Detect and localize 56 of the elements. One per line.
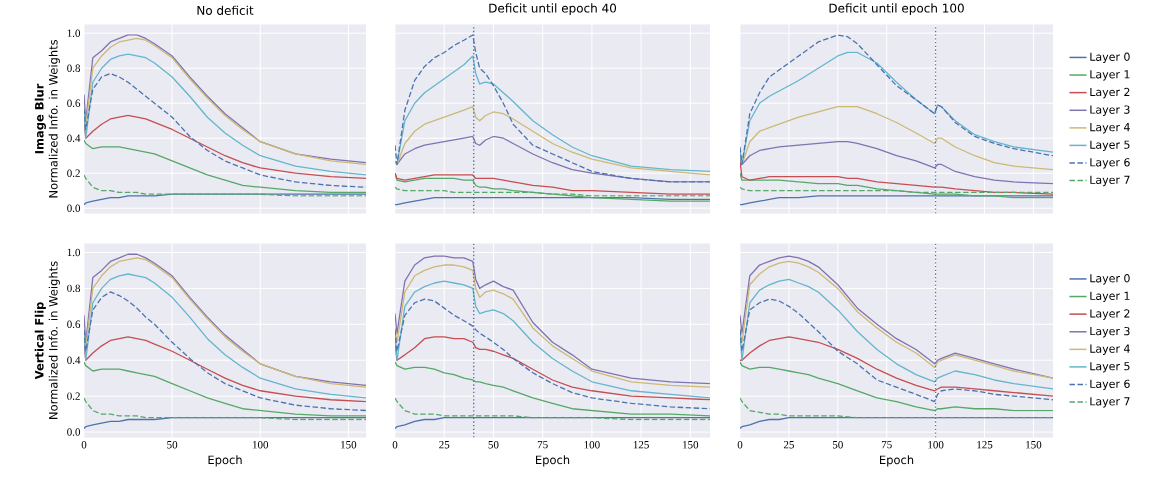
legend-label: Layer 0 xyxy=(1090,52,1130,63)
y-tick-label: 0.0 xyxy=(67,204,81,212)
x-tick-label: 25 xyxy=(783,440,794,449)
y-tick-label: 0.4 xyxy=(67,134,81,142)
x-tick-label: 50 xyxy=(832,440,843,449)
x-tick-label: 150 xyxy=(1026,440,1042,449)
y-tick-label: 0.8 xyxy=(67,64,81,72)
x-tick-label: 75 xyxy=(881,440,892,449)
y-tick-label: 0.6 xyxy=(67,320,81,328)
chart-title: Deficit until epoch 40 xyxy=(489,3,617,15)
legend-label: Layer 5 xyxy=(1090,361,1130,373)
legend-label: Layer 1 xyxy=(1090,70,1130,81)
chart-title: No deficit xyxy=(197,5,254,15)
x-tick-label: 25 xyxy=(439,440,450,449)
x-tick-label: 0 xyxy=(737,440,743,449)
legend-label: Layer 4 xyxy=(1090,344,1130,355)
x-tick-label: 50 xyxy=(488,440,499,449)
legend-label: Layer 6 xyxy=(1090,157,1130,169)
legend-label: Layer 5 xyxy=(1090,140,1130,151)
legend-label: Layer 3 xyxy=(1090,326,1130,338)
legend-label: Layer 7 xyxy=(1090,397,1130,408)
x-tick-label: 0 xyxy=(81,440,87,449)
legend-label: Layer 3 xyxy=(1090,105,1130,116)
y-tick-label: 0.2 xyxy=(67,169,80,177)
text: Vertical Flip xyxy=(34,301,46,380)
x-tick-label: 100 xyxy=(252,440,269,449)
y-tick-label: 0.8 xyxy=(67,284,81,292)
legend-label: Layer 2 xyxy=(1090,87,1130,99)
y-axis-title: Normalized Info. in Weights xyxy=(48,261,60,419)
y-axis-title: Normalized Info. in Weights xyxy=(48,39,60,198)
legend-label: Layer 2 xyxy=(1090,309,1130,320)
x-axis-title: Epoch xyxy=(536,455,570,467)
y-tick-label: 0.4 xyxy=(67,356,81,364)
legend-label: Layer 0 xyxy=(1090,273,1130,285)
y-tick-label: 1.0 xyxy=(67,29,81,37)
x-tick-label: 100 xyxy=(584,440,600,449)
y-tick-label: 0.6 xyxy=(67,99,81,107)
y-tick-label: 0.2 xyxy=(67,392,80,400)
x-axis-title: Epoch xyxy=(208,455,242,467)
text: Image Blur xyxy=(34,83,46,153)
x-axis-title: Epoch xyxy=(880,455,914,467)
x-tick-label: 150 xyxy=(341,440,357,449)
legend-label: Layer 1 xyxy=(1090,291,1130,302)
legend-label: Layer 4 xyxy=(1090,122,1130,134)
y-tick-label: 1.0 xyxy=(67,248,81,256)
x-tick-label: 0 xyxy=(392,440,398,449)
x-tick-label: 150 xyxy=(683,440,699,449)
x-tick-label: 75 xyxy=(537,440,548,449)
x-tick-label: 125 xyxy=(977,440,993,449)
x-tick-label: 100 xyxy=(928,440,944,449)
legend-label: Layer 7 xyxy=(1090,175,1130,186)
x-tick-label: 50 xyxy=(167,440,178,449)
y-tick-label: 0.0 xyxy=(67,428,81,436)
chart-title: Deficit until epoch 100 xyxy=(829,3,964,15)
legend-label: Layer 6 xyxy=(1090,379,1130,390)
x-tick-label: 125 xyxy=(633,440,649,449)
